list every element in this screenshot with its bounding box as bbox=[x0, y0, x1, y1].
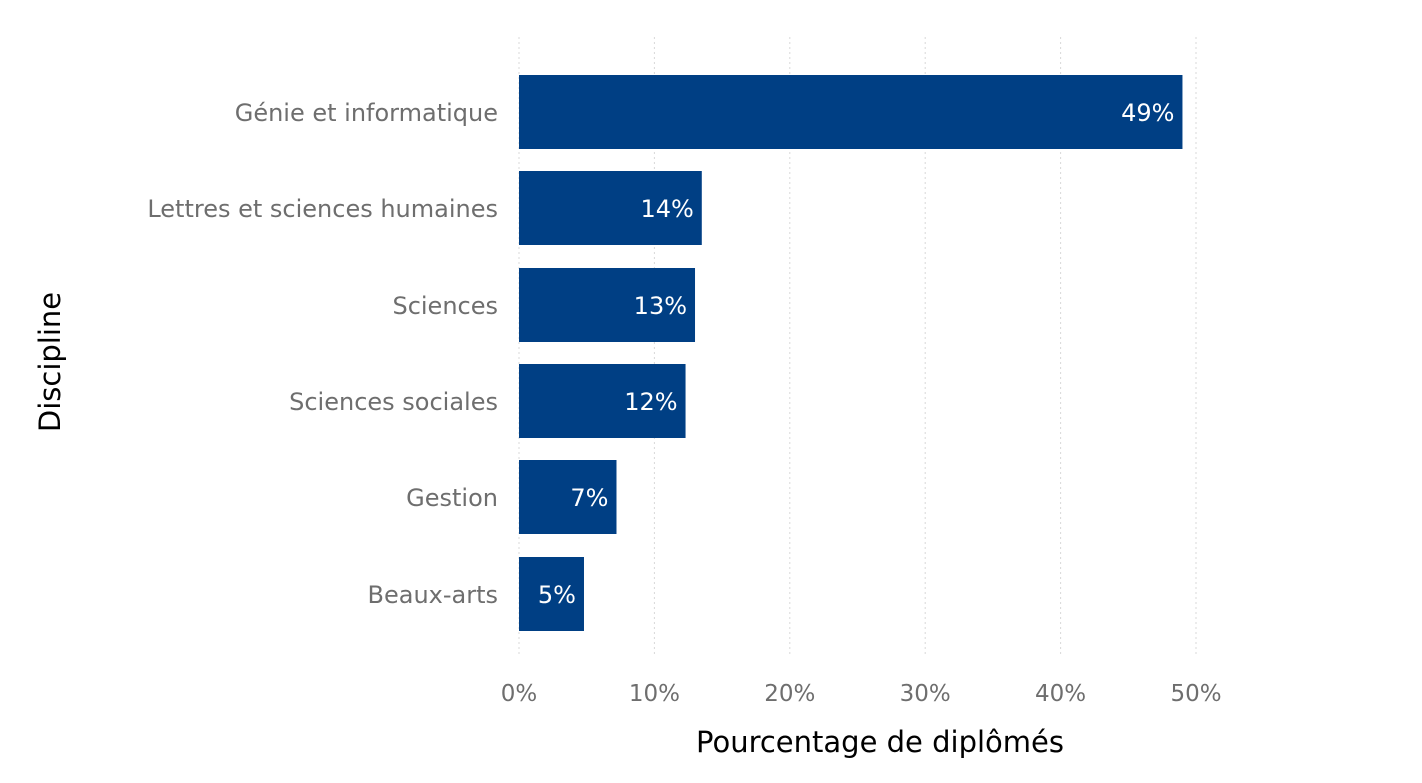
bar bbox=[519, 557, 584, 631]
bar-value-label: 7% bbox=[570, 484, 608, 512]
bar bbox=[519, 460, 617, 534]
category-label: Gestion bbox=[406, 484, 498, 512]
bar-value-label: 5% bbox=[538, 581, 576, 609]
category-label: Beaux-arts bbox=[368, 581, 499, 609]
bar-value-label: 49% bbox=[1121, 99, 1174, 127]
x-tick-label: 50% bbox=[1170, 681, 1221, 707]
bar bbox=[519, 364, 686, 438]
bar bbox=[519, 75, 1183, 149]
x-tick-label: 40% bbox=[1035, 681, 1086, 707]
x-tick-label: 20% bbox=[764, 681, 815, 707]
bar bbox=[519, 268, 696, 342]
x-axis-title: Pourcentage de diplômés bbox=[696, 725, 1064, 759]
x-tick-label: 10% bbox=[629, 681, 680, 707]
x-tick-label: 30% bbox=[900, 681, 951, 707]
bar-value-label: 12% bbox=[624, 388, 677, 416]
bar-value-label: 13% bbox=[634, 292, 687, 320]
x-tick-label: 0% bbox=[501, 681, 538, 707]
category-label: Sciences bbox=[392, 292, 498, 320]
bar bbox=[519, 171, 702, 245]
category-label: Lettres et sciences humaines bbox=[147, 195, 498, 223]
category-label: Sciences sociales bbox=[289, 388, 498, 416]
y-axis-title: Discipline bbox=[33, 292, 67, 432]
category-label: Génie et informatique bbox=[235, 99, 498, 127]
bar-value-label: 14% bbox=[640, 195, 693, 223]
